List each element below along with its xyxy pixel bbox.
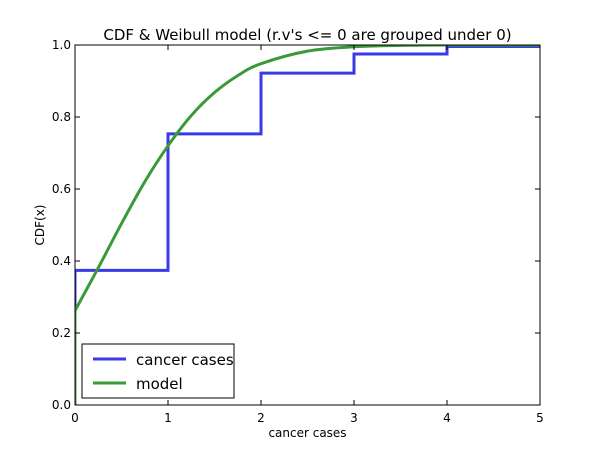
- x-tick-label: 5: [536, 411, 544, 425]
- legend: cancer cases model: [81, 343, 235, 399]
- y-tick-label: 1.0: [52, 38, 71, 52]
- legend-box: [81, 343, 235, 399]
- legend-label-cancer-cases: cancer cases: [136, 351, 234, 369]
- y-axis-label: CDF(x): [33, 205, 47, 246]
- y-tick-label: 0.4: [52, 254, 71, 268]
- y-tick-label: 0.6: [52, 182, 71, 196]
- x-axis-label: cancer cases: [268, 426, 346, 440]
- x-tick-label: 3: [350, 411, 358, 425]
- axis-ticks: 0 1 2 3 4 5 0.0 0.2 0.4 0.6 0.8 1.0: [52, 38, 544, 425]
- y-tick-label: 0.2: [52, 326, 71, 340]
- legend-label-model: model: [136, 375, 183, 393]
- x-tick-label: 2: [257, 411, 265, 425]
- x-tick-label: 1: [164, 411, 172, 425]
- y-tick-label: 0.0: [52, 398, 71, 412]
- series-line-cancer-cases: [75, 45, 540, 405]
- x-tick-label: 0: [71, 411, 79, 425]
- x-tick-label: 4: [443, 411, 451, 425]
- plot-frame: [74, 44, 541, 406]
- y-tick-label: 0.8: [52, 110, 71, 124]
- chart-title: CDF & Weibull model (r.v's <= 0 are grou…: [103, 26, 511, 44]
